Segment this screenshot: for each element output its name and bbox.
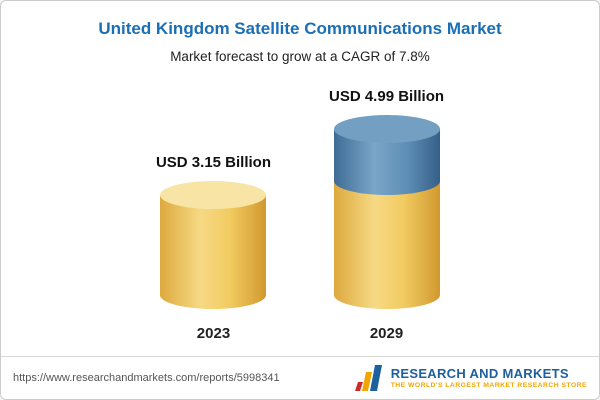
cylinder-2029-growth-segment xyxy=(333,115,440,196)
chart-card: United Kingdom Satellite Communications … xyxy=(1,1,599,356)
category-label-2023: 2023 xyxy=(196,325,231,342)
value-label-2023: USD 3.15 Billion xyxy=(155,154,271,172)
brand-name: RESEARCH AND MARKETS xyxy=(390,365,569,381)
footer: https://www.researchandmarkets.com/repor… xyxy=(1,356,599,399)
bar-group-2029: USD 4.99 Billion 2029 xyxy=(329,88,444,342)
category-label-2029: 2029 xyxy=(369,325,404,342)
cylinder-2029-base-segment xyxy=(333,179,440,309)
brand-logo: RESEARCH AND MARKETS THE WORLD'S LARGEST… xyxy=(354,364,587,392)
cylinder-2023-top-cap xyxy=(160,181,267,210)
page-title: United Kingdom Satellite Communications … xyxy=(98,19,502,38)
cylinder-2029 xyxy=(333,115,440,309)
cylinder-2029-top-cap xyxy=(333,115,440,143)
bar-group-2023: USD 3.15 Billion 2023 xyxy=(156,154,271,342)
bar-chart: USD 3.15 Billion 2023 USD 4.99 Billion 2… xyxy=(1,88,599,342)
brand-logo-text: RESEARCH AND MARKETS THE WORLD'S LARGEST… xyxy=(391,366,587,391)
cylinder-2023-body xyxy=(160,195,267,309)
value-label-2029: USD 4.99 Billion xyxy=(329,88,445,105)
chart-subtitle: Market forecast to grow at a CAGR of 7.8… xyxy=(170,49,430,64)
cylinder-2023 xyxy=(160,181,267,309)
brand-logo-icon xyxy=(354,365,382,391)
brand-tagline: THE WORLD'S LARGEST MARKET RESEARCH STOR… xyxy=(390,381,587,389)
report-url[interactable]: https://www.researchandmarkets.com/repor… xyxy=(13,372,280,384)
